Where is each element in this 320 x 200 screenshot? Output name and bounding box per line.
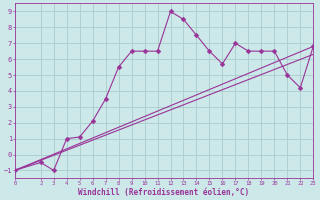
X-axis label: Windchill (Refroidissement éolien,°C): Windchill (Refroidissement éolien,°C) <box>78 188 250 197</box>
